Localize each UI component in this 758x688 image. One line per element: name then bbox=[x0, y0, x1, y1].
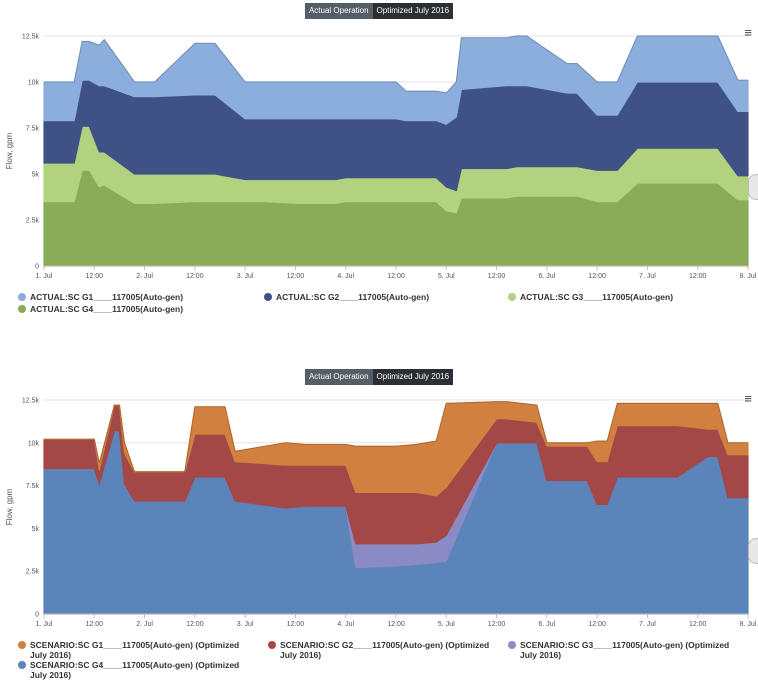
series-line bbox=[44, 401, 748, 473]
legend-marker-icon bbox=[268, 641, 276, 649]
scenario-tabs: Actual Operation Optimized July 2016 bbox=[304, 369, 454, 385]
legend-label: ACTUAL:SC G3____117005(Auto-gen) bbox=[520, 292, 674, 302]
x-tick-label: 6. Jul bbox=[538, 273, 555, 280]
y-tick-label: 10k bbox=[28, 80, 40, 87]
x-tick-label: 7. Jul bbox=[639, 621, 656, 628]
y-tick-label: 12.5k bbox=[22, 398, 40, 405]
chart-legend-actual: ACTUAL:SC G1____117005(Auto-gen) ACTUAL:S… bbox=[18, 292, 748, 328]
area-series-1[interactable] bbox=[43, 401, 749, 497]
y-tick-label: 7.5k bbox=[26, 126, 40, 133]
tab-optimized-july-2016[interactable]: Optimized July 2016 bbox=[372, 3, 454, 19]
scenario-tabs: Actual Operation Optimized July 2016 bbox=[304, 3, 454, 19]
x-tick-label: 12:00 bbox=[689, 273, 707, 280]
legend-marker-icon bbox=[18, 661, 26, 669]
x-tick-label: 8. Jul bbox=[740, 273, 757, 280]
chart-panel-actual: Actual Operation Optimized July 2016 ≡ 0… bbox=[0, 0, 758, 330]
y-tick-label: 0 bbox=[35, 612, 39, 619]
chart-side-toggle[interactable] bbox=[748, 174, 758, 200]
legend-item[interactable]: SCENARIO:SC G1____117005(Auto-gen) (Opti… bbox=[18, 640, 258, 660]
legend-item[interactable]: ACTUAL:SC G3____117005(Auto-gen) bbox=[508, 292, 738, 302]
area-series-1[interactable] bbox=[43, 35, 749, 125]
y-tick-label: 10k bbox=[28, 440, 40, 447]
x-tick-label: 12:00 bbox=[287, 621, 305, 628]
x-tick-label: 1. Jul bbox=[36, 621, 53, 628]
x-tick-label: 12:00 bbox=[387, 621, 405, 628]
legend-marker-icon bbox=[264, 293, 272, 301]
x-tick-label: 12:00 bbox=[488, 621, 506, 628]
stacked-area-chart-actual: 0 2.5k 5k 7.5k 10k 12.5k Flow, gpm 1. Jul 12:00 2… bbox=[5, 34, 757, 281]
legend-item[interactable]: SCENARIO:SC G3____117005(Auto-gen) (Opti… bbox=[508, 640, 748, 660]
x-tick-label: 5. Jul bbox=[438, 273, 455, 280]
y-tick-label: 2.5k bbox=[26, 569, 40, 576]
legend-item[interactable]: ACTUAL:SC G1____117005(Auto-gen) bbox=[18, 292, 248, 302]
x-tick-label: 7. Jul bbox=[639, 273, 656, 280]
x-tick-label: 12:00 bbox=[86, 621, 104, 628]
y-axis-title: Flow, gpm bbox=[5, 488, 14, 525]
x-tick-label: 3. Jul bbox=[237, 621, 254, 628]
x-tick-label: 3. Jul bbox=[237, 273, 254, 280]
chart-legend-scenario: SCENARIO:SC G1____117005(Auto-gen) (Opti… bbox=[18, 640, 748, 686]
x-tick-label: 5. Jul bbox=[438, 621, 455, 628]
x-tick-label: 4. Jul bbox=[337, 621, 354, 628]
x-tick-label: 12:00 bbox=[186, 273, 204, 280]
x-tick-label: 8. Jul bbox=[740, 621, 757, 628]
x-tick-label: 12:00 bbox=[186, 621, 204, 628]
series-line bbox=[44, 35, 748, 94]
x-tick-label: 12:00 bbox=[488, 273, 506, 280]
hamburger-menu-icon[interactable]: ≡ bbox=[744, 25, 752, 40]
x-tick-label: 1. Jul bbox=[36, 273, 53, 280]
stacked-area-chart-scenario: 0 2.5k 5k 7.5k 10k 12.5k Flow, gpm 1. Jul 12:00 2… bbox=[5, 398, 757, 629]
legend-label: ACTUAL:SC G2____117005(Auto-gen) bbox=[276, 292, 430, 302]
x-tick-label: 12:00 bbox=[387, 273, 405, 280]
chart-side-toggle[interactable] bbox=[748, 538, 758, 564]
legend-marker-icon bbox=[508, 641, 516, 649]
y-tick-label: 5k bbox=[32, 172, 40, 179]
legend-marker-icon bbox=[18, 641, 26, 649]
legend-label: ACTUAL:SC G4____117005(Auto-gen) bbox=[30, 304, 184, 314]
legend-item[interactable]: ACTUAL:SC G2____117005(Auto-gen) bbox=[264, 292, 494, 302]
tab-actual-operation[interactable]: Actual Operation bbox=[304, 3, 373, 19]
legend-marker-icon bbox=[18, 293, 26, 301]
legend-item[interactable]: SCENARIO:SC G2____117005(Auto-gen) (Opti… bbox=[268, 640, 500, 660]
legend-marker-icon bbox=[18, 305, 26, 313]
legend-label: ACTUAL:SC G1____117005(Auto-gen) bbox=[30, 292, 184, 302]
legend-label: SCENARIO:SC G3____117005(Auto-gen) (Opti… bbox=[520, 640, 730, 660]
y-axis-title: Flow, gpm bbox=[5, 132, 14, 169]
y-tick-label: 0 bbox=[35, 264, 39, 271]
y-tick-label: 2.5k bbox=[26, 218, 40, 225]
tab-actual-operation[interactable]: Actual Operation bbox=[304, 369, 373, 385]
x-tick-label: 12:00 bbox=[86, 273, 104, 280]
x-tick-label: 2. Jul bbox=[136, 621, 153, 628]
legend-label: SCENARIO:SC G2____117005(Auto-gen) (Opti… bbox=[280, 640, 490, 660]
y-tick-label: 12.5k bbox=[22, 34, 40, 41]
x-tick-label: 6. Jul bbox=[538, 621, 555, 628]
legend-label: SCENARIO:SC G1____117005(Auto-gen) (Opti… bbox=[30, 640, 240, 660]
x-tick-label: 12:00 bbox=[588, 621, 606, 628]
legend-label: SCENARIO:SC G4____117005(Auto-gen) (Opti… bbox=[30, 660, 240, 680]
legend-item[interactable]: SCENARIO:SC G4____117005(Auto-gen) (Opti… bbox=[18, 660, 258, 680]
x-tick-label: 12:00 bbox=[588, 273, 606, 280]
legend-marker-icon bbox=[508, 293, 516, 301]
tab-optimized-july-2016[interactable]: Optimized July 2016 bbox=[372, 369, 454, 385]
x-tick-label: 4. Jul bbox=[337, 273, 354, 280]
x-tick-label: 12:00 bbox=[287, 273, 305, 280]
hamburger-menu-icon[interactable]: ≡ bbox=[744, 391, 752, 406]
y-tick-label: 7.5k bbox=[26, 483, 40, 490]
legend-item[interactable]: ACTUAL:SC G4____117005(Auto-gen) bbox=[18, 304, 248, 314]
x-tick-label: 12:00 bbox=[689, 621, 707, 628]
y-tick-label: 5k bbox=[32, 526, 40, 533]
chart-panel-scenario: Actual Operation Optimized July 2016 ≡ 0… bbox=[0, 366, 758, 688]
x-tick-label: 2. Jul bbox=[136, 273, 153, 280]
